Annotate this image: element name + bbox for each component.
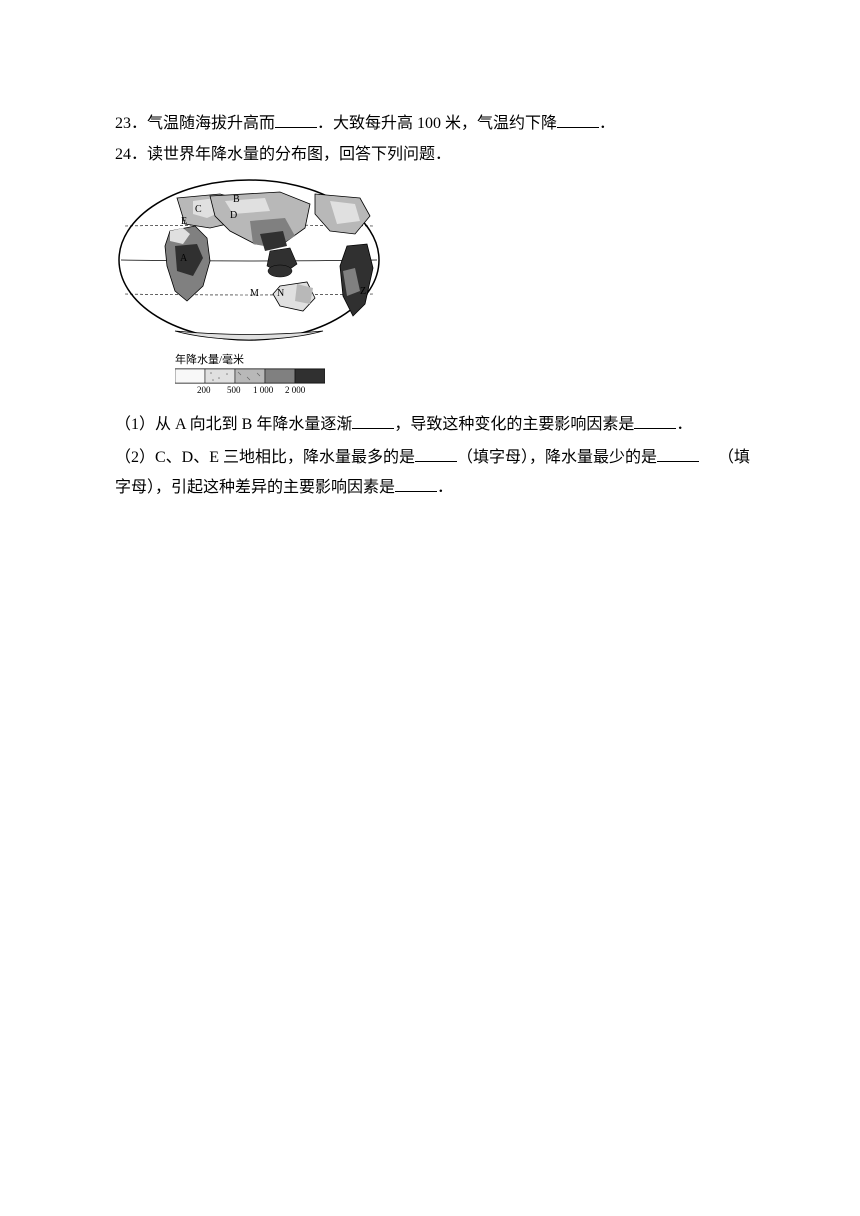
sub2-part2: （填字母），降水量最少的是: [457, 449, 657, 466]
sub2-part3: （填: [718, 443, 750, 473]
q23-blank1[interactable]: [275, 110, 317, 128]
map-label-z: Z: [360, 286, 366, 297]
map-label-b: B: [233, 194, 240, 205]
map-legend: 年降水量/毫米 200 500 1 000 2 000: [175, 351, 750, 404]
question-23: 23．气温随海拔升高而 ．大致每升高 100 米，气温约下降 ．: [115, 110, 750, 137]
map-label-m: M: [250, 288, 259, 299]
sub1-prefix: （1）从 A 向北到 B 年降水量逐渐: [115, 416, 352, 433]
q24-intro-text: 读世界年降水量的分布图，回答下列问题．: [147, 146, 451, 163]
legend-val-4: 2 000: [285, 385, 306, 395]
question-24-sub1: （1）从 A 向北到 B 年降水量逐渐 ，导致这种变化的主要影响因素是 ．: [115, 410, 750, 440]
legend-box-2: [205, 369, 235, 383]
sub1-blank2[interactable]: [634, 411, 676, 429]
q23-blank2[interactable]: [557, 110, 599, 128]
q23-text2: ．大致每升高 100 米，气温约下降: [317, 115, 557, 132]
legend-val-3: 1 000: [253, 385, 274, 395]
map-label-e: E: [181, 216, 187, 227]
legend-box-1: [175, 369, 205, 383]
map-label-a: A: [180, 253, 188, 264]
map-label-c: C: [195, 204, 202, 215]
world-map-figure: B C D E A M N Z 年降水量/毫米 200 500 1 000 2 …: [115, 176, 750, 404]
world-precipitation-map: B C D E A M N Z: [115, 176, 383, 344]
question-24-sub2: （2）C、D、E 三地相比，降水量最多的是 （填字母），降水量最少的是 （填 字母）…: [115, 443, 750, 504]
sub1-part2: ，导致这种变化的主要影响因素是: [394, 416, 634, 433]
q23-text3: ．: [599, 115, 615, 132]
sub2-part4: 字母），引起这种差异的主要影响因素是: [115, 479, 395, 496]
legend-scale: 200 500 1 000 2 000: [175, 367, 325, 399]
q23-number: 23．: [115, 115, 147, 132]
legend-title: 年降水量/毫米: [175, 351, 750, 367]
sub1-part3: ．: [676, 416, 692, 433]
sub2-blank1[interactable]: [415, 444, 457, 462]
map-label-n: N: [277, 288, 284, 299]
sub2-blank3[interactable]: [395, 474, 437, 492]
sub1-blank1[interactable]: [352, 411, 394, 429]
map-label-d: D: [230, 210, 237, 221]
legend-box-5: [295, 369, 325, 383]
q24-number: 24．: [115, 146, 147, 163]
legend-box-3: [235, 369, 265, 383]
legend-val-2: 500: [227, 385, 241, 395]
sub2-prefix: （2）C、D、E 三地相比，降水量最多的是: [115, 449, 415, 466]
legend-val-1: 200: [197, 385, 211, 395]
legend-box-4: [265, 369, 295, 383]
q23-text1: 气温随海拔升高而: [147, 115, 275, 132]
question-24-intro: 24．读世界年降水量的分布图，回答下列问题．: [115, 141, 750, 168]
sub2-blank2[interactable]: [657, 444, 699, 462]
sub2-part5: ．: [437, 479, 453, 496]
